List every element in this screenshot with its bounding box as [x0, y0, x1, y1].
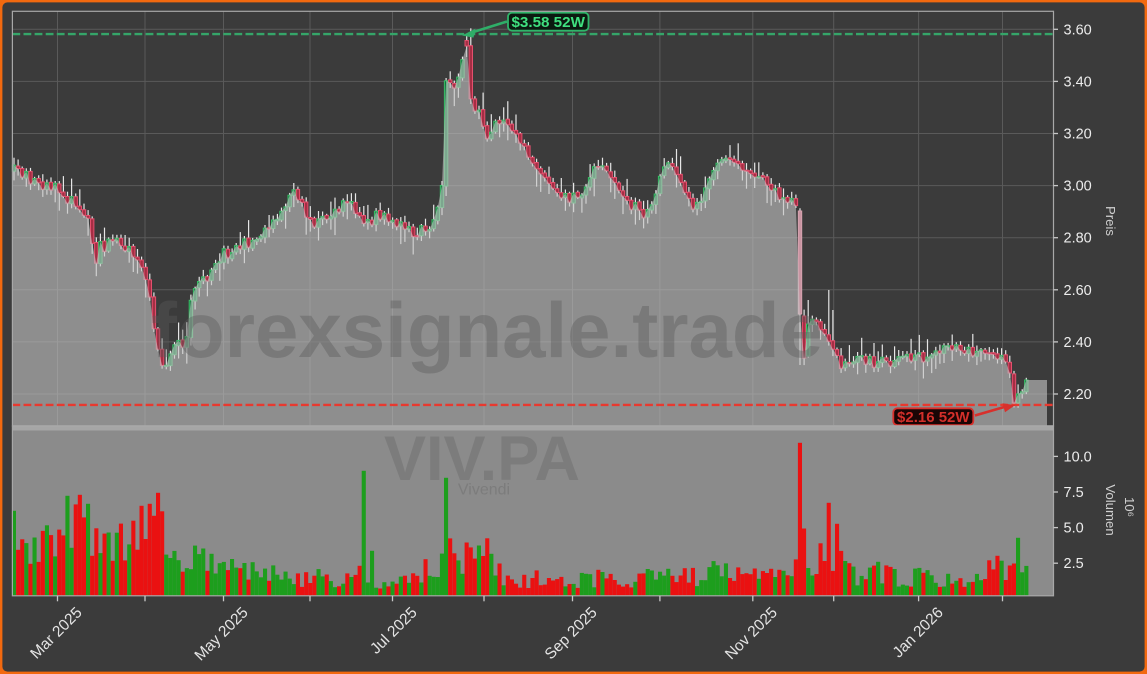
svg-text:$2.16 52W: $2.16 52W: [897, 409, 970, 426]
svg-text:10⁶: 10⁶: [1122, 497, 1137, 517]
svg-text:VIV.PA: VIV.PA: [384, 424, 580, 494]
svg-text:5.0: 5.0: [1064, 521, 1084, 537]
svg-text:3.00: 3.00: [1064, 179, 1092, 195]
svg-text:3.40: 3.40: [1064, 74, 1092, 90]
svg-text:2.5: 2.5: [1064, 556, 1084, 572]
svg-text:7.5: 7.5: [1064, 485, 1084, 501]
svg-text:Volumen: Volumen: [1103, 484, 1118, 535]
svg-text:2.80: 2.80: [1064, 231, 1092, 247]
svg-text:10.0: 10.0: [1064, 449, 1092, 465]
svg-text:2.40: 2.40: [1064, 335, 1092, 351]
svg-text:2.20: 2.20: [1064, 387, 1092, 403]
svg-text:3.20: 3.20: [1064, 127, 1092, 143]
svg-text:2.60: 2.60: [1064, 283, 1092, 299]
svg-text:3.60: 3.60: [1064, 22, 1092, 38]
svg-text:$3.58 52W: $3.58 52W: [511, 14, 585, 31]
svg-text:Vivendi: Vivendi: [458, 482, 510, 499]
svg-text:forexsignale.trade: forexsignale.trade: [151, 286, 823, 374]
svg-text:Preis: Preis: [1103, 206, 1118, 236]
